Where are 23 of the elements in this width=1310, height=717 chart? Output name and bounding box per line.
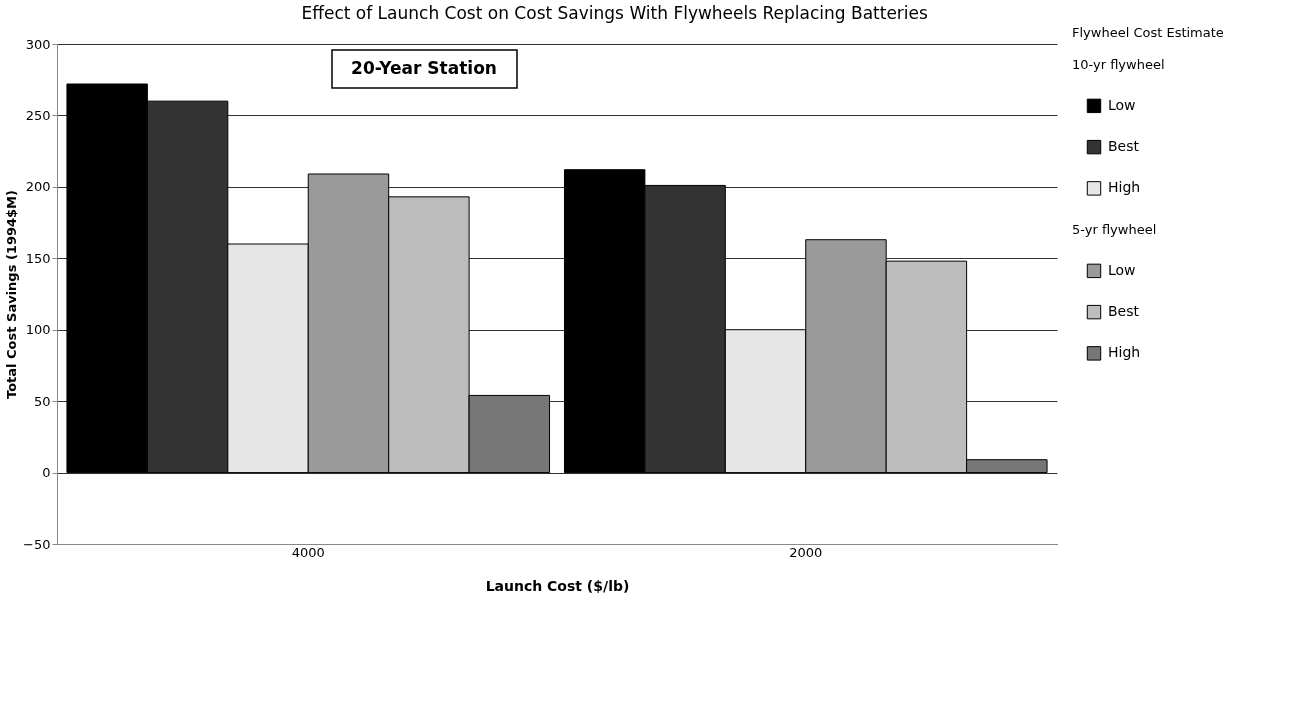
- x-tick-label: 2000: [789, 544, 823, 560]
- y-tick-label: 50: [33, 393, 51, 409]
- y-tick-label: 150: [25, 250, 51, 266]
- y-tick-label: −50: [23, 536, 51, 552]
- y-tick-label: 100: [25, 322, 51, 338]
- y-tick-label: 0: [42, 465, 51, 481]
- legend-label: Low: [1108, 261, 1136, 278]
- chart-title: Effect of Launch Cost on Cost Savings With Flywheels Replacing Batteries: [301, 3, 929, 23]
- legend-label: Best: [1108, 138, 1140, 155]
- annotation: 20-Year Station: [351, 58, 497, 78]
- y-tick-label: 200: [25, 179, 51, 195]
- y-tick-label: 250: [25, 107, 51, 123]
- text: 5-yr flywheel: [1072, 221, 1157, 237]
- y-tick-label: 300: [25, 36, 51, 52]
- legend-label: High: [1108, 179, 1141, 196]
- legend-title: Flywheel Cost Estimate: [1072, 25, 1224, 40]
- text: 10-yr flywheel: [1072, 56, 1165, 72]
- x-tick-label: 4000: [291, 544, 325, 560]
- legend-label: High: [1108, 344, 1141, 361]
- y-axis-title: Total Cost Savings (1994$M): [4, 190, 20, 399]
- legend-label: Best: [1108, 303, 1140, 320]
- legend-label: Low: [1108, 96, 1136, 113]
- x-axis-title: Launch Cost ($/lb): [485, 577, 630, 594]
